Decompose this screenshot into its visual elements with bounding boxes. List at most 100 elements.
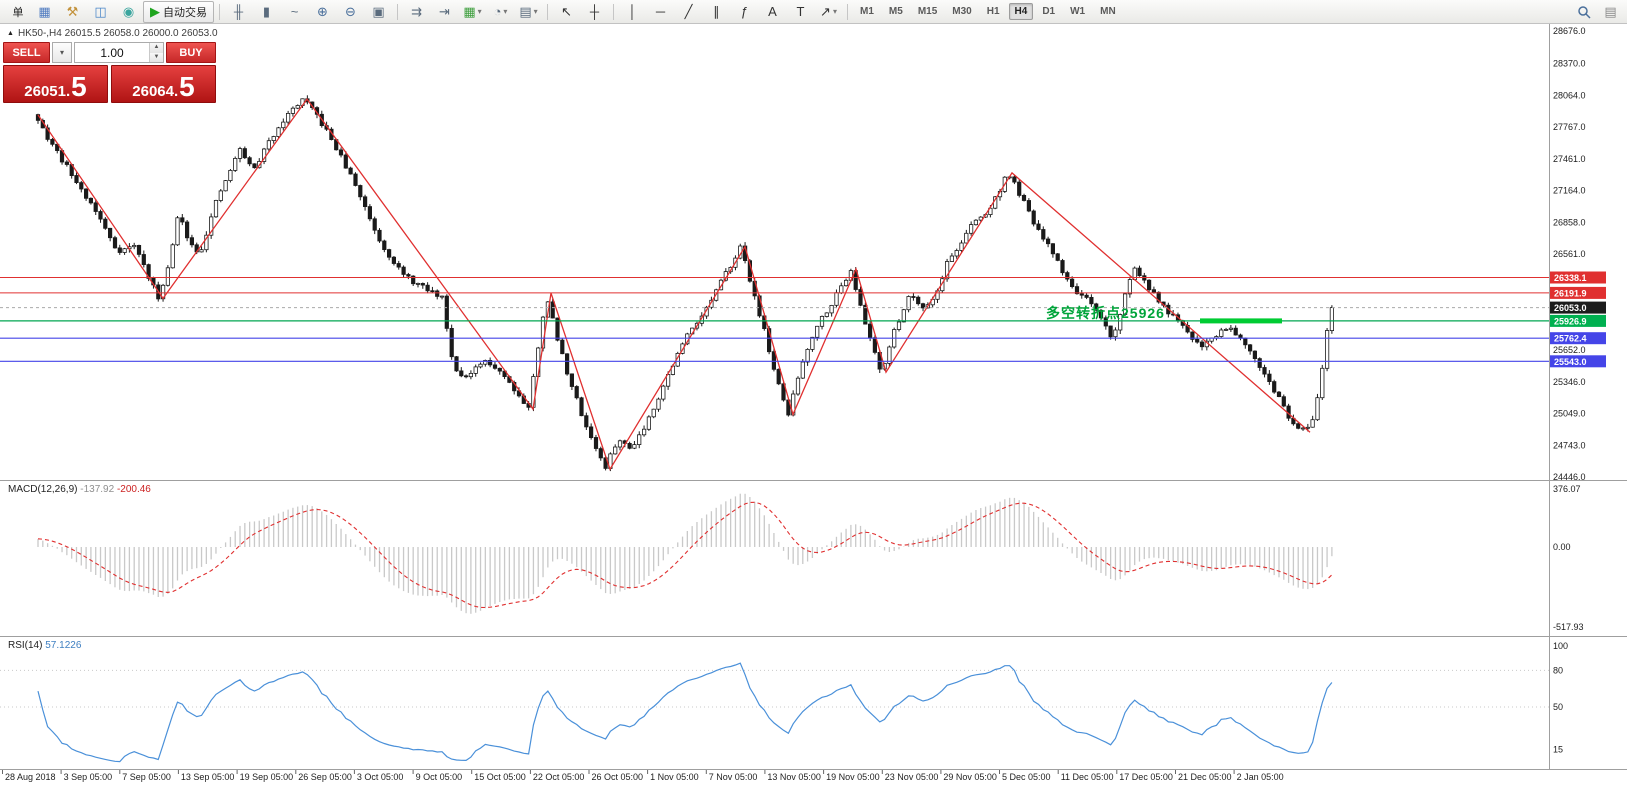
- time-axis-label: 13 Sep 05:00: [181, 772, 235, 782]
- magnifier-glyph: [1577, 5, 1591, 19]
- chart-shift-icon[interactable]: ⇥: [431, 1, 458, 23]
- macd-indicator-label: MACD(12,26,9) -137.92 -200.46: [8, 484, 151, 495]
- new-chart-glyph: ▦: [463, 3, 476, 19]
- cursor-glyph: ↖: [561, 3, 572, 19]
- zoom-out-icon[interactable]: ⊖: [337, 1, 364, 23]
- terminal-icon[interactable]: ◫: [87, 1, 114, 23]
- buy-button[interactable]: BUY: [166, 42, 216, 63]
- profiles-icon[interactable]: ◔ ▾: [487, 1, 514, 23]
- lot-size-input[interactable]: [75, 43, 149, 62]
- terminal-glyph: ◫: [94, 3, 107, 19]
- charts-list-icon[interactable]: ▦: [31, 1, 58, 23]
- tile-windows-glyph: ▣: [372, 3, 385, 19]
- autotrading-button-label: 自动交易: [163, 6, 207, 19]
- timeframe-m5[interactable]: M5: [888, 6, 903, 17]
- autotrading-button[interactable]: ▶ 自动交易: [143, 0, 214, 23]
- help-glyph: ◉: [122, 3, 135, 19]
- sell-price-button[interactable]: 26051. 5: [3, 65, 108, 103]
- label-icon[interactable]: T: [787, 1, 814, 23]
- timeframe-m30[interactable]: M30: [952, 6, 972, 17]
- price-badge-label: 25762.4: [1554, 334, 1587, 344]
- vertical-line-glyph: │: [628, 4, 637, 19]
- lot-increase-button[interactable]: ▲: [150, 43, 163, 53]
- time-axis-label: 3 Oct 05:00: [357, 772, 404, 782]
- price-badge-label: 26338.1: [1554, 273, 1587, 283]
- macd-value-signal: -200.46: [116, 484, 151, 495]
- toolbar-separator: [219, 3, 220, 20]
- rsi-axis-label: 15: [1553, 745, 1563, 755]
- help-icon[interactable]: ◉: [115, 1, 142, 23]
- timeframe-mn[interactable]: MN: [1100, 6, 1116, 17]
- arrows-icon[interactable]: ↗ ▾: [815, 1, 842, 23]
- sell-price-big: 5: [71, 71, 87, 102]
- macd-axis-label: 0.00: [1553, 542, 1571, 552]
- channel-glyph: ∥: [713, 3, 720, 19]
- lot-decrease-button[interactable]: ▼: [150, 52, 163, 62]
- tile-windows-icon[interactable]: ▣: [365, 1, 392, 23]
- timeframe-m1[interactable]: M1: [860, 6, 874, 17]
- buy-price-prefix: 26064.: [132, 83, 179, 100]
- candlestick-type-icon[interactable]: ▮: [253, 1, 280, 23]
- auto-scroll-icon[interactable]: ⇉: [403, 1, 430, 23]
- separators-layer: [0, 24, 1627, 770]
- channel-icon[interactable]: ∥: [703, 1, 730, 23]
- time-axis-label: 21 Dec 05:00: [1178, 772, 1232, 782]
- toolbar-separator: [547, 3, 548, 20]
- vertical-line-icon[interactable]: │: [619, 1, 646, 23]
- chevron-down-icon: ▾: [59, 48, 64, 57]
- price-axis-label: 26858.0: [1553, 218, 1586, 228]
- rsi-value: 57.1226: [45, 640, 82, 651]
- trendline-icon[interactable]: ╱: [675, 1, 702, 23]
- new-chart-icon[interactable]: ▦ ▾: [459, 1, 486, 23]
- fibonacci-glyph: ƒ: [740, 4, 749, 19]
- cursor-icon[interactable]: ↖: [553, 1, 580, 23]
- price-badge-label: 26053.0: [1554, 303, 1587, 313]
- rsi-indicator-label: RSI(14) 57.1226: [8, 640, 81, 651]
- highlight-segment: [1200, 318, 1282, 324]
- order-type-dropdown[interactable]: ▾: [52, 42, 72, 63]
- timeframe-h4[interactable]: H4: [1008, 3, 1034, 20]
- horizontal-line-icon[interactable]: ─: [647, 1, 674, 23]
- candlestick-type-glyph: ▮: [262, 3, 271, 19]
- fibonacci-icon[interactable]: ƒ: [731, 1, 758, 23]
- rsi-layer: 100 80 50 15: [0, 641, 1568, 763]
- timeframe-m15[interactable]: M15: [917, 6, 938, 17]
- line-chart-type-icon[interactable]: ~: [281, 1, 308, 23]
- new-order-button[interactable]: 单: [3, 1, 30, 23]
- one-click-trading-panel: SELL ▾ ▲ ▼ BUY 26051.5 26064.5: [3, 42, 216, 103]
- price-badge-label: 25926.9: [1554, 316, 1587, 326]
- time-axis-label: 28 Aug 2018: [5, 772, 56, 782]
- templates-icon[interactable]: ▤ ▾: [515, 1, 542, 23]
- crosshair-icon[interactable]: ┼: [581, 1, 608, 23]
- price-badge: [1550, 314, 1606, 327]
- macd-value-main: -137.92: [80, 484, 115, 495]
- timeframe-d1[interactable]: D1: [1042, 6, 1056, 17]
- window-list-icon[interactable]: ▤: [1597, 1, 1624, 23]
- search-icon[interactable]: [1570, 1, 1597, 23]
- time-axis-label: 1 Nov 05:00: [650, 772, 699, 782]
- price-axis-label: 24743.0: [1553, 441, 1586, 451]
- window-list-icon-glyph: ▤: [1604, 3, 1617, 19]
- toolbar-right-group: ▤: [1570, 1, 1624, 23]
- time-axis-label: 23 Nov 05:00: [885, 772, 939, 782]
- time-axis-label: 26 Sep 05:00: [298, 772, 352, 782]
- toolbar-separator: [397, 3, 398, 20]
- buy-price-button[interactable]: 26064. 5: [111, 65, 216, 103]
- timeframe-h1[interactable]: H1: [986, 6, 1000, 17]
- zoom-in-icon[interactable]: ⊕: [309, 1, 336, 23]
- time-axis-label: 7 Nov 05:00: [709, 772, 758, 782]
- bar-chart-type-icon[interactable]: ╫: [225, 1, 252, 23]
- sell-button[interactable]: SELL: [3, 42, 50, 63]
- macd-axis-label: -517.93: [1553, 622, 1584, 632]
- metaeditor-glyph: ⚒: [66, 3, 79, 19]
- text-icon[interactable]: A: [759, 1, 786, 23]
- time-axis-label: 17 Dec 05:00: [1119, 772, 1173, 782]
- templates-glyph: ▤: [519, 3, 532, 19]
- metaeditor-icon[interactable]: ⚒: [59, 1, 86, 23]
- price-badge-label: 25543.0: [1554, 357, 1587, 367]
- oneclick-collapse-icon[interactable]: ▲: [7, 30, 14, 37]
- lot-spinner: ▲ ▼: [149, 43, 163, 62]
- timeframe-w1[interactable]: W1: [1070, 6, 1086, 17]
- time-axis-label: 3 Sep 05:00: [64, 772, 113, 782]
